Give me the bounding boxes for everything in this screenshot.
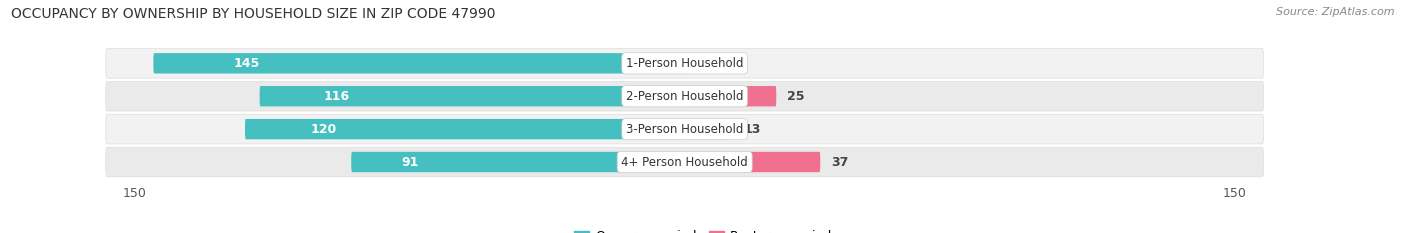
Text: 145: 145 [233, 57, 259, 70]
FancyBboxPatch shape [105, 81, 1264, 111]
FancyBboxPatch shape [105, 114, 1264, 144]
Text: 1-Person Household: 1-Person Household [626, 57, 744, 70]
Text: Source: ZipAtlas.com: Source: ZipAtlas.com [1277, 7, 1395, 17]
Text: 13: 13 [744, 123, 761, 136]
FancyBboxPatch shape [685, 119, 733, 139]
FancyBboxPatch shape [260, 86, 685, 106]
FancyBboxPatch shape [685, 86, 776, 106]
Text: 120: 120 [311, 123, 337, 136]
FancyBboxPatch shape [685, 53, 696, 74]
Text: 37: 37 [831, 155, 849, 168]
Text: 3: 3 [707, 57, 716, 70]
FancyBboxPatch shape [153, 53, 685, 74]
FancyBboxPatch shape [352, 152, 685, 172]
Legend: Owner-occupied, Renter-occupied: Owner-occupied, Renter-occupied [568, 225, 838, 233]
Text: 4+ Person Household: 4+ Person Household [621, 155, 748, 168]
Text: 91: 91 [401, 155, 419, 168]
FancyBboxPatch shape [105, 48, 1264, 78]
Text: 3-Person Household: 3-Person Household [626, 123, 744, 136]
Text: OCCUPANCY BY OWNERSHIP BY HOUSEHOLD SIZE IN ZIP CODE 47990: OCCUPANCY BY OWNERSHIP BY HOUSEHOLD SIZE… [11, 7, 496, 21]
FancyBboxPatch shape [105, 147, 1264, 177]
FancyBboxPatch shape [245, 119, 685, 139]
FancyBboxPatch shape [685, 152, 820, 172]
Text: 2-Person Household: 2-Person Household [626, 90, 744, 103]
Text: 116: 116 [323, 90, 350, 103]
Text: 25: 25 [787, 90, 804, 103]
